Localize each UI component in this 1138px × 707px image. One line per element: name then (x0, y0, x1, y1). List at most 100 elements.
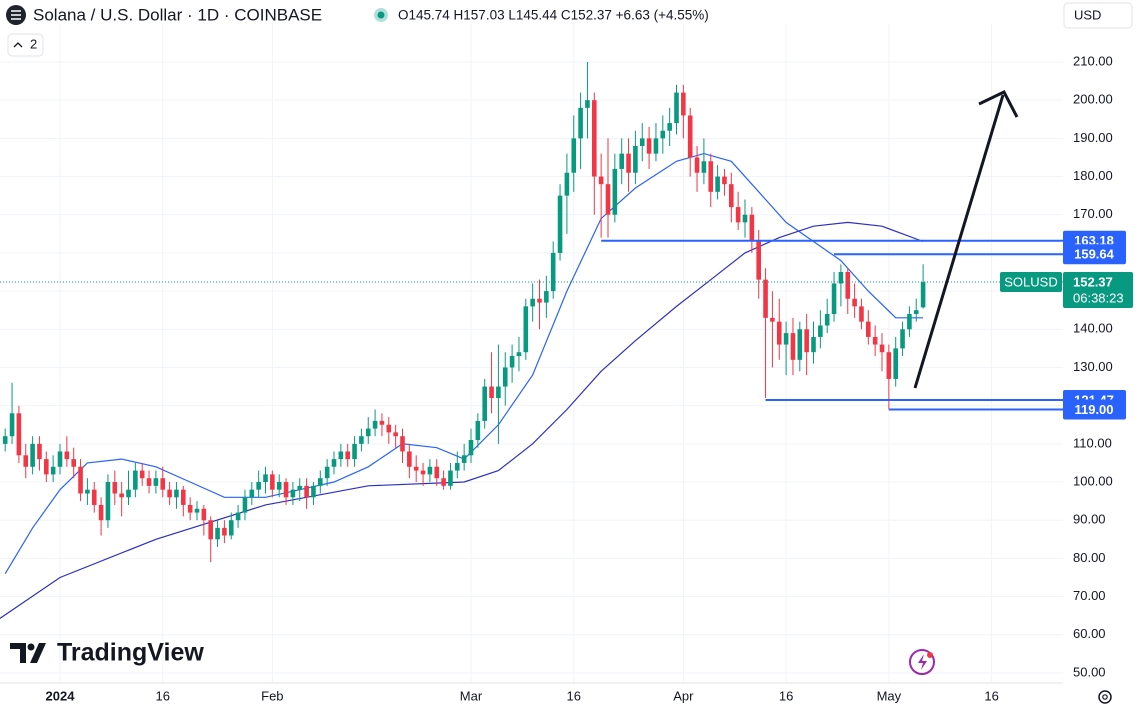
symbol-title[interactable]: Solana / U.S. Dollar · 1D · COINBASE (33, 5, 322, 24)
candle-body (23, 455, 29, 467)
candle-body (427, 466, 433, 475)
chevron-icon (13, 42, 23, 48)
y-tick-label: 170.00 (1073, 206, 1113, 221)
alert-icon[interactable] (909, 649, 935, 675)
candle-body (612, 168, 618, 215)
candle-body (345, 451, 350, 460)
candle-body (838, 272, 844, 284)
moving-average-line (0, 221, 924, 620)
candle-body (619, 153, 624, 169)
candle-body (448, 470, 453, 486)
candle-body (331, 459, 337, 467)
candle-body (687, 115, 693, 158)
x-tick-label: 16 (984, 688, 998, 703)
candle-body (105, 482, 111, 521)
candle-body (461, 455, 467, 463)
candle-body (359, 436, 364, 444)
grid (0, 23, 1063, 683)
y-tick-label: 90.00 (1073, 512, 1106, 527)
candle-body (393, 432, 398, 437)
candle-body (9, 413, 15, 437)
candle-body (352, 443, 357, 460)
candle-body (441, 478, 446, 486)
candle-body (509, 356, 515, 368)
brand-logo (10, 643, 46, 663)
candle-body (749, 214, 755, 242)
currency-button[interactable] (1063, 2, 1133, 29)
candle-body (516, 352, 522, 357)
candle-body (804, 329, 809, 353)
candle-body (701, 161, 707, 173)
candle-body (763, 279, 768, 318)
candle-body (133, 470, 138, 490)
y-tick-label: 100.00 (1073, 473, 1113, 488)
candle-body (37, 443, 42, 460)
candle-body (235, 512, 241, 521)
alert-bolt (918, 654, 927, 670)
y-tick-label: 140.00 (1073, 321, 1113, 336)
candle-body (681, 92, 686, 116)
candle-body (585, 100, 590, 108)
y-tick-label: 110.00 (1073, 435, 1112, 450)
plot-area (0, 61, 1063, 620)
candle-body (571, 138, 577, 173)
candle-body (91, 489, 97, 505)
candle-body (420, 470, 426, 475)
level-label-box (1063, 244, 1126, 265)
drawn-arrow[interactable] (913, 94, 1005, 389)
x-tick-label: Feb (261, 688, 283, 703)
candle-body (194, 508, 200, 513)
candle-body (482, 386, 487, 421)
candle-body (475, 420, 481, 441)
candle-body (263, 474, 268, 483)
alert-badge (927, 652, 933, 658)
countdown-label: 06:38:23 (1073, 290, 1124, 305)
candle-body (811, 336, 816, 353)
brand-name[interactable]: TradingView (57, 639, 204, 667)
candle-body (639, 138, 645, 147)
y-tick-label: 130.00 (1073, 359, 1113, 374)
candle-body (756, 241, 761, 280)
price-axis: 50.0060.0070.0080.0090.00100.00110.00120… (46, 53, 1133, 703)
candle-body (297, 485, 303, 490)
indicator-toggle[interactable] (7, 33, 44, 57)
x-tick-label: Apr (673, 688, 694, 703)
candle-body (797, 329, 803, 360)
candle-body (907, 314, 912, 330)
y-tick-label: 60.00 (1073, 626, 1106, 641)
candle-body (160, 478, 166, 490)
level-label: 159.64 (1074, 247, 1115, 262)
candle-body (57, 451, 63, 467)
y-tick-label: 70.00 (1073, 588, 1106, 603)
candle-body (913, 310, 919, 315)
candle-body (174, 489, 179, 498)
candle-body (249, 489, 255, 498)
candle-body (71, 459, 76, 467)
candle-body (537, 298, 542, 303)
candle-body (304, 485, 309, 498)
candle-body (564, 172, 570, 196)
candle-body (85, 489, 90, 494)
settings-icon-center (1102, 694, 1108, 700)
candle-body (146, 478, 152, 486)
candle-body (98, 504, 104, 521)
candle-body (290, 489, 296, 498)
candle-body (783, 333, 789, 345)
candle-body (379, 420, 385, 425)
candle-body (139, 470, 145, 479)
candle-body (215, 527, 220, 540)
candle-body (311, 485, 316, 498)
candle-body (530, 298, 535, 307)
candle-body (338, 451, 344, 460)
candle-body (646, 138, 652, 154)
candle-body (818, 325, 823, 337)
candle-body (920, 282, 926, 308)
candle-body (502, 367, 508, 387)
candle-body (208, 520, 213, 540)
x-tick-label: May (877, 688, 902, 703)
level-label: 119.00 (1074, 402, 1113, 417)
x-tick-label: 2024 (46, 688, 76, 703)
candle-body (859, 306, 864, 322)
settings-icon[interactable] (1098, 690, 1112, 704)
indicator-count: 2 (30, 36, 37, 51)
